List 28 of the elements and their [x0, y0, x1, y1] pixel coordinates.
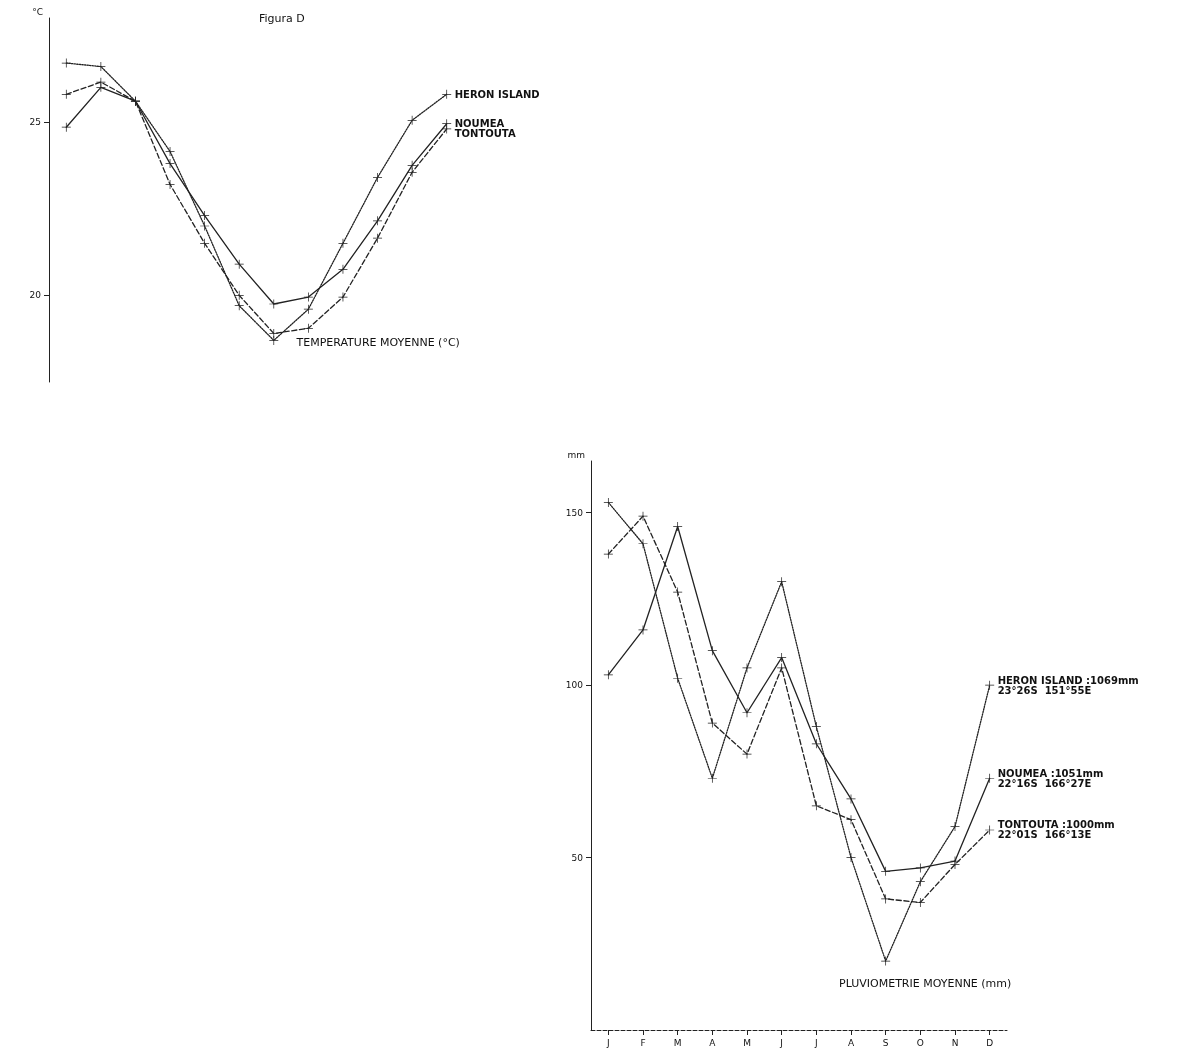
chart-title: Figura D [259, 12, 305, 25]
y-tick-label: 50 [571, 852, 584, 863]
x-tick-label: S [882, 1037, 889, 1048]
y-tick-label: 25 [29, 117, 41, 127]
series-label: TONTOUTA [454, 128, 516, 140]
y-axis-title: °C [32, 6, 43, 17]
series-label: HERON ISLAND :1069mm 23°26S 151°55E [997, 674, 1139, 696]
x-axis-title: TEMPERATURE MOYENNE (°C) [295, 336, 460, 349]
x-tick-label: A [847, 1037, 855, 1048]
x-tick-label: J [779, 1037, 783, 1048]
x-tick-label: N [951, 1037, 959, 1048]
x-tick-label: D [986, 1037, 994, 1048]
y-tick-label: 100 [565, 680, 584, 691]
x-tick-label: M [673, 1037, 682, 1048]
series-label: HERON ISLAND [454, 88, 540, 100]
x-tick-label: M [743, 1037, 751, 1048]
x-tick-label: O [916, 1037, 924, 1048]
y-tick-label: 20 [29, 290, 42, 301]
x-axis-title: PLUVIOMETRIE MOYENNE (mm) [839, 977, 1012, 990]
series-label: NOUMEA :1051mm 22°16S 166°27E [997, 767, 1104, 789]
x-tick-label: A [709, 1037, 717, 1048]
x-tick-label: F [640, 1037, 646, 1048]
x-tick-label: J [606, 1037, 610, 1048]
series-label: TONTOUTA :1000mm 22°01S 166°13E [997, 819, 1115, 841]
series-label: NOUMEA [454, 118, 505, 130]
x-tick-label: J [814, 1037, 818, 1048]
y-axis-title: mm [567, 449, 585, 460]
y-tick-label: 150 [565, 507, 584, 518]
